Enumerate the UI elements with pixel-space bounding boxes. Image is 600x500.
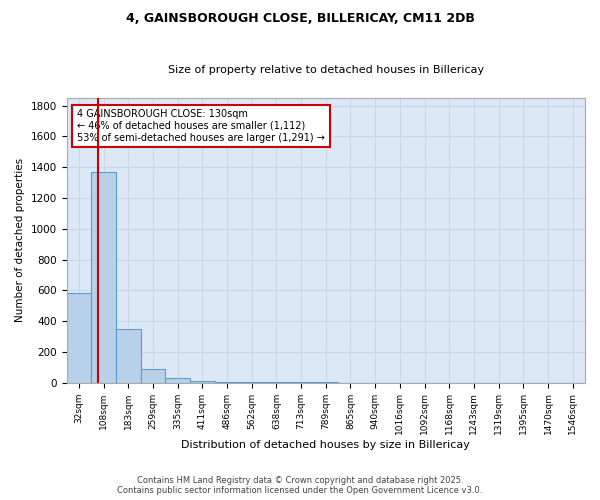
Bar <box>116 329 140 382</box>
Text: Contains HM Land Registry data © Crown copyright and database right 2025.
Contai: Contains HM Land Registry data © Crown c… <box>118 476 482 495</box>
Text: 4 GAINSBOROUGH CLOSE: 130sqm
← 46% of detached houses are smaller (1,112)
53% of: 4 GAINSBOROUGH CLOSE: 130sqm ← 46% of de… <box>77 110 325 142</box>
Bar <box>91 172 116 382</box>
Bar <box>165 378 190 382</box>
Bar <box>190 381 215 382</box>
X-axis label: Distribution of detached houses by size in Billericay: Distribution of detached houses by size … <box>181 440 470 450</box>
Bar <box>67 294 91 382</box>
Text: 4, GAINSBOROUGH CLOSE, BILLERICAY, CM11 2DB: 4, GAINSBOROUGH CLOSE, BILLERICAY, CM11 … <box>125 12 475 26</box>
Y-axis label: Number of detached properties: Number of detached properties <box>15 158 25 322</box>
Title: Size of property relative to detached houses in Billericay: Size of property relative to detached ho… <box>168 65 484 75</box>
Bar <box>140 369 165 382</box>
